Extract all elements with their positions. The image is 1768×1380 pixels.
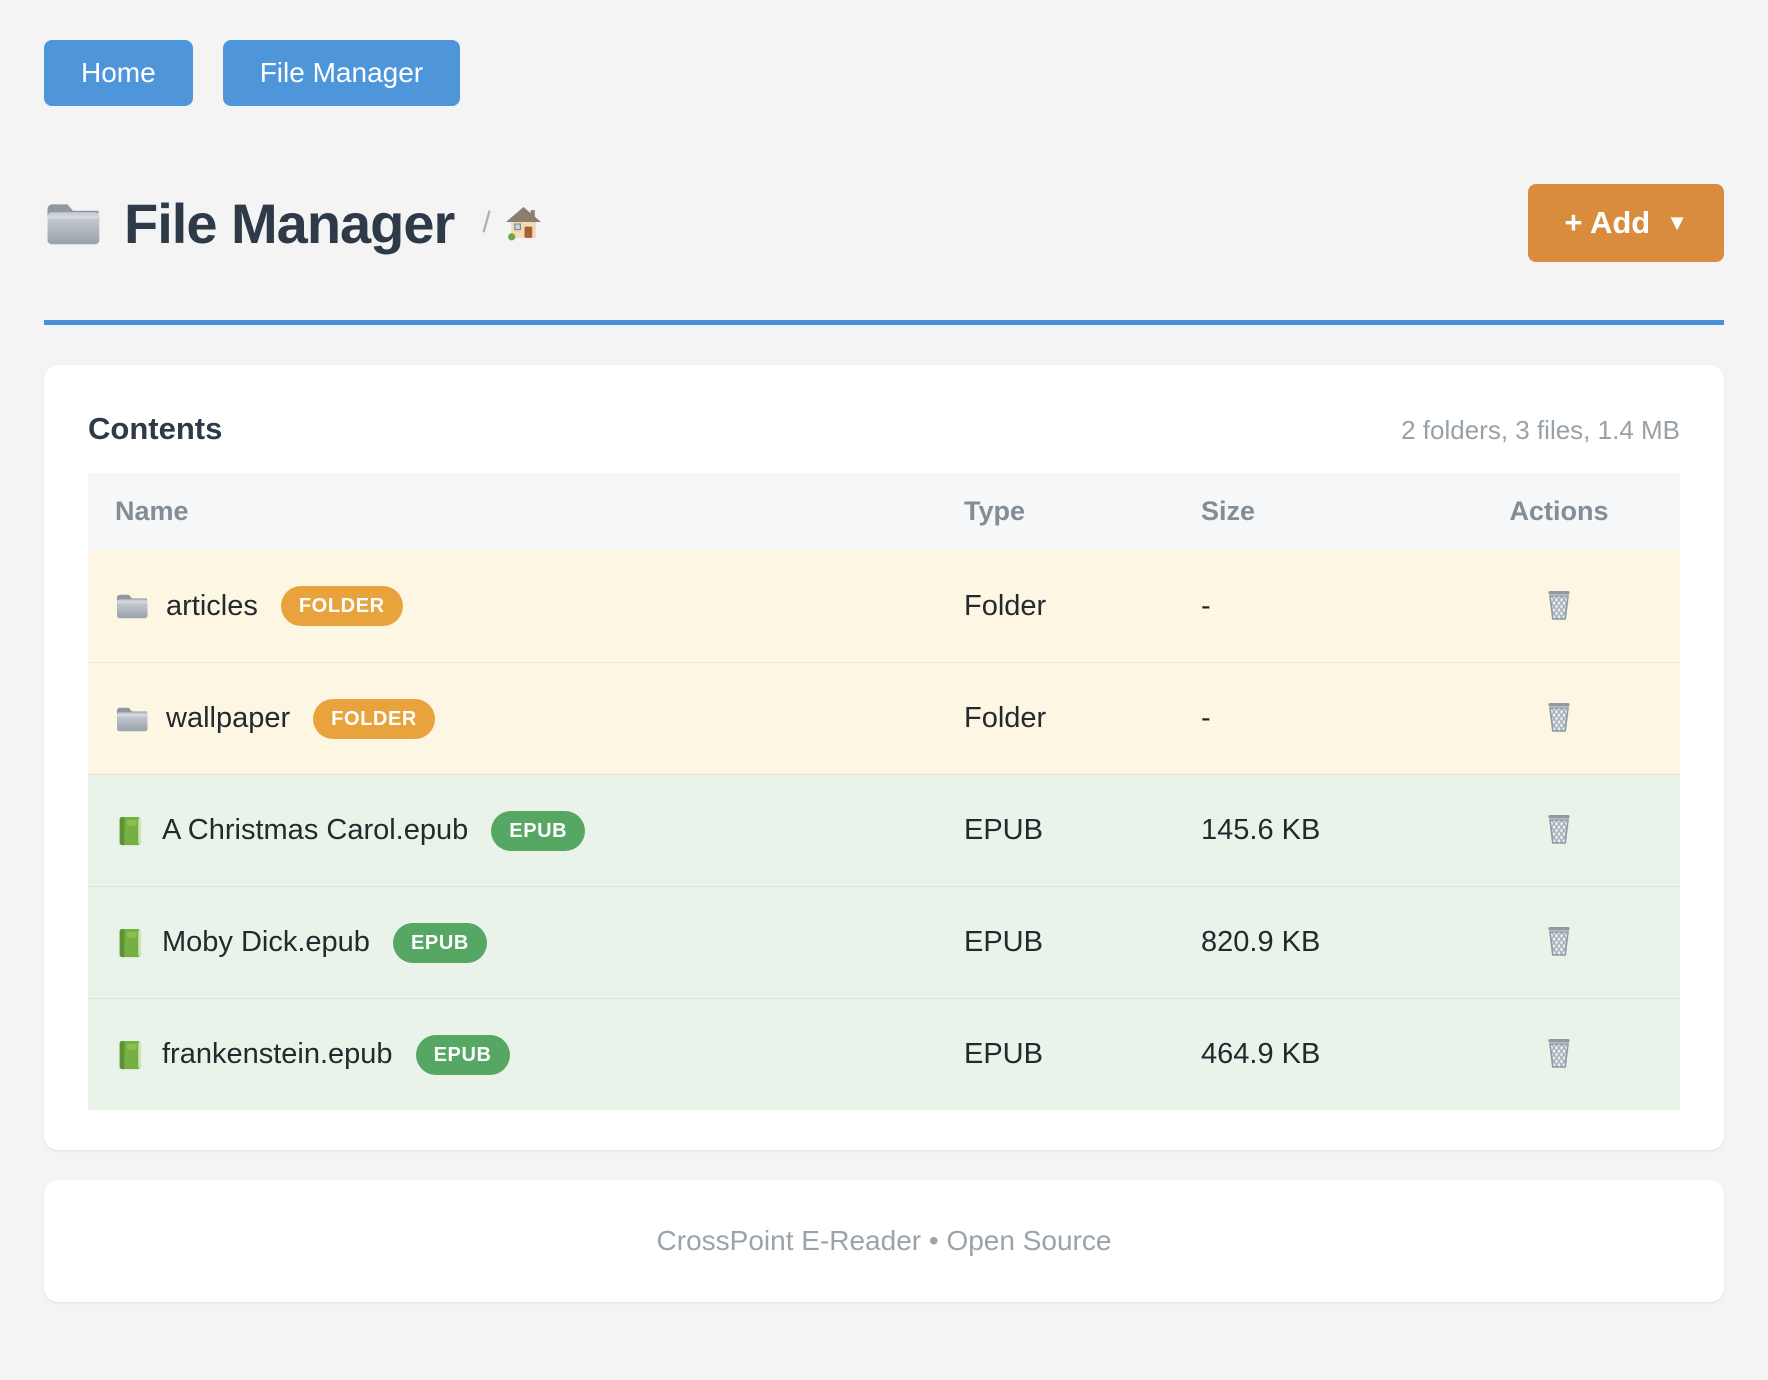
type-badge: FOLDER bbox=[280, 586, 403, 626]
type-badge: EPUB bbox=[392, 922, 487, 963]
file-name: frankenstein.epub bbox=[162, 1038, 393, 1070]
table-row[interactable]: A Christmas Carol.epub EPUB EPUB 145.6 K… bbox=[88, 774, 1680, 886]
type-badge: EPUB bbox=[415, 1034, 510, 1075]
book-icon bbox=[115, 927, 145, 959]
file-type: Folder bbox=[964, 702, 1047, 734]
trash-icon bbox=[1542, 811, 1576, 850]
table-header: Name Type Size Actions bbox=[88, 473, 1680, 550]
file-name: articles bbox=[166, 589, 258, 622]
contents-title: Contents bbox=[88, 411, 223, 446]
book-icon bbox=[115, 1039, 145, 1071]
table-row[interactable]: wallpaper FOLDER Folder - bbox=[88, 662, 1680, 774]
title-divider bbox=[44, 320, 1724, 325]
column-header-name: Name bbox=[115, 496, 189, 526]
file-type: EPUB bbox=[964, 1038, 1043, 1070]
file-size: - bbox=[1201, 589, 1211, 622]
folder-icon bbox=[115, 591, 149, 621]
file-table: Name Type Size Actions articles FOLDER F… bbox=[88, 473, 1680, 1110]
file-size: 464.9 KB bbox=[1201, 1038, 1321, 1070]
trash-icon bbox=[1542, 1035, 1576, 1074]
page-header: File Manager / + Add ▼ bbox=[44, 184, 1724, 262]
table-body: articles FOLDER Folder - bbox=[88, 550, 1680, 1110]
column-header-actions: Actions bbox=[1509, 496, 1609, 526]
table-row[interactable]: frankenstein.epub EPUB EPUB 464.9 KB bbox=[88, 998, 1680, 1110]
top-nav: Home File Manager bbox=[44, 40, 1724, 106]
file-type: Folder bbox=[964, 589, 1047, 622]
file-name: wallpaper bbox=[166, 702, 291, 734]
chevron-down-icon: ▼ bbox=[1666, 210, 1688, 235]
book-icon bbox=[115, 815, 145, 847]
column-header-size: Size bbox=[1201, 496, 1256, 526]
file-size: - bbox=[1201, 702, 1211, 734]
trash-icon bbox=[1542, 699, 1576, 738]
table-row[interactable]: Moby Dick.epub EPUB EPUB 820.9 KB bbox=[88, 886, 1680, 998]
contents-summary: 2 folders, 3 files, 1.4 MB bbox=[1401, 415, 1680, 445]
add-button[interactable]: + Add ▼ bbox=[1528, 184, 1724, 262]
file-name: Moby Dick.epub bbox=[162, 926, 370, 958]
table-row[interactable]: articles FOLDER Folder - bbox=[88, 550, 1680, 662]
nav-file-manager-button[interactable]: File Manager bbox=[222, 40, 461, 106]
footer-card: CrossPoint E-Reader • Open Source bbox=[44, 1180, 1724, 1302]
column-header-type: Type bbox=[964, 496, 1026, 526]
delete-button[interactable] bbox=[1542, 811, 1576, 850]
house-icon[interactable] bbox=[505, 205, 542, 242]
file-name: A Christmas Carol.epub bbox=[162, 814, 469, 846]
folder-icon bbox=[44, 198, 102, 249]
type-badge: FOLDER bbox=[313, 698, 435, 739]
delete-button[interactable] bbox=[1542, 923, 1576, 962]
trash-icon bbox=[1542, 587, 1576, 626]
file-type: EPUB bbox=[964, 926, 1043, 958]
delete-button[interactable] bbox=[1542, 587, 1576, 626]
page-title: File Manager bbox=[124, 191, 455, 255]
type-badge: EPUB bbox=[491, 810, 586, 851]
delete-button[interactable] bbox=[1542, 699, 1576, 738]
file-size: 145.6 KB bbox=[1201, 814, 1321, 846]
nav-home-button[interactable]: Home bbox=[44, 40, 193, 106]
file-size: 820.9 KB bbox=[1201, 926, 1321, 958]
delete-button[interactable] bbox=[1542, 1035, 1576, 1074]
contents-card: Contents 2 folders, 3 files, 1.4 MB Name… bbox=[44, 365, 1724, 1150]
footer-text: CrossPoint E-Reader • Open Source bbox=[656, 1225, 1112, 1256]
trash-icon bbox=[1542, 923, 1576, 962]
breadcrumb-separator: / bbox=[482, 206, 491, 239]
file-type: EPUB bbox=[964, 814, 1043, 846]
add-button-label: + Add bbox=[1564, 205, 1651, 240]
folder-icon bbox=[115, 704, 149, 734]
